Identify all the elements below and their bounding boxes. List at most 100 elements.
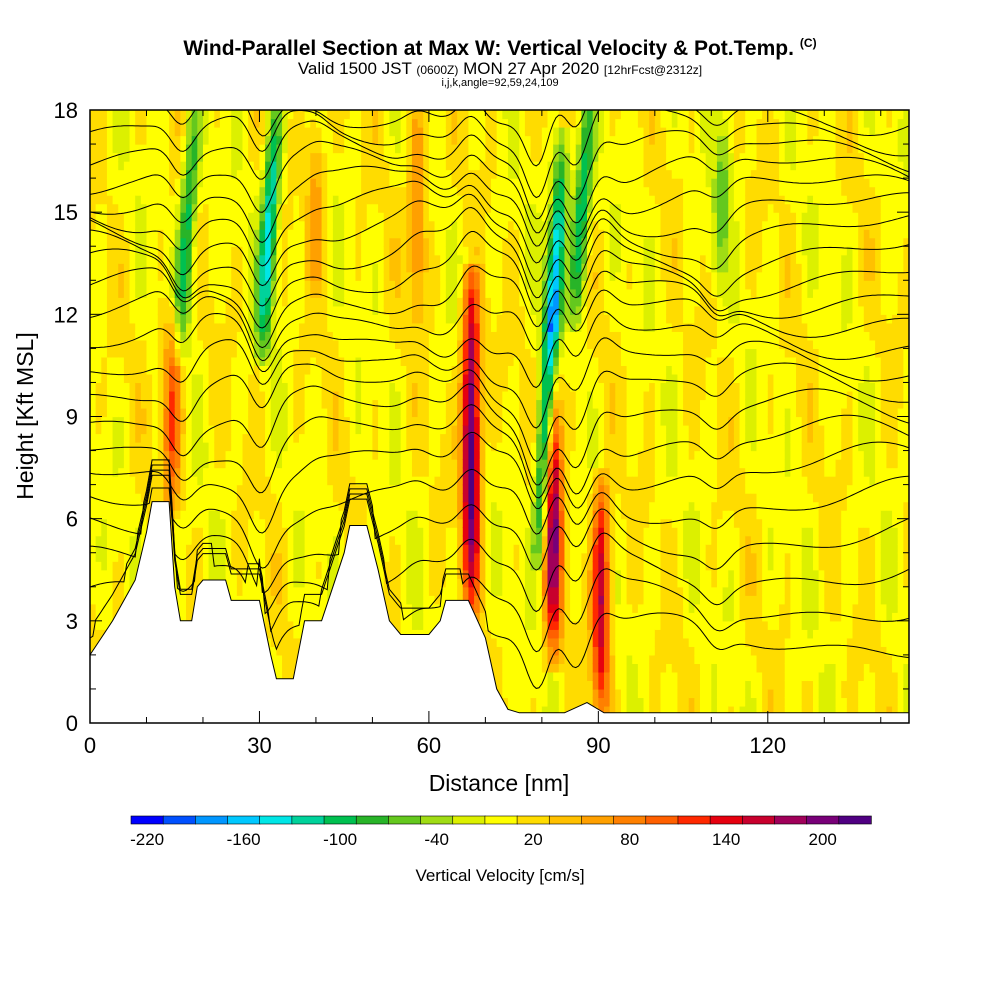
velocity-cell [389, 569, 396, 579]
velocity-cell [332, 373, 340, 384]
velocity-cell [259, 603, 266, 613]
velocity-cell [225, 425, 232, 435]
velocity-cell [236, 212, 244, 222]
velocity-cell [270, 416, 277, 426]
velocity-cell [298, 203, 306, 213]
velocity-cell [276, 178, 283, 188]
velocity-cell [270, 203, 277, 213]
velocity-cell [112, 152, 119, 162]
velocity-cell [202, 118, 210, 128]
velocity-cell [440, 390, 447, 401]
velocity-cell [197, 569, 204, 579]
velocity-cell [265, 442, 272, 452]
velocity-cell [152, 339, 159, 349]
velocity-cell [208, 467, 215, 477]
velocity-cell [338, 195, 345, 205]
velocity-cell [118, 450, 125, 460]
velocity-cell [197, 373, 204, 384]
velocity-cell [423, 373, 430, 384]
velocity-cell [315, 612, 323, 622]
velocity-cell [423, 442, 430, 452]
velocity-cell [411, 280, 419, 290]
velocity-cell [372, 433, 379, 443]
velocity-cell [101, 314, 108, 324]
velocity-cell [372, 288, 379, 298]
velocity-cell [270, 271, 277, 281]
velocity-cell [298, 229, 306, 239]
velocity-cell [163, 339, 170, 349]
velocity-cell [282, 595, 289, 605]
velocity-cell [434, 195, 441, 205]
velocity-cell [332, 569, 340, 579]
velocity-cell [90, 127, 97, 137]
velocity-cell [349, 212, 357, 222]
velocity-cell [411, 203, 419, 213]
velocity-cell [248, 484, 255, 494]
velocity-cell [287, 203, 294, 213]
velocity-cell [406, 169, 413, 179]
velocity-cell [338, 527, 345, 537]
velocity-cell [395, 552, 402, 562]
velocity-cell [140, 416, 148, 426]
velocity-cell [293, 552, 300, 562]
velocity-cell [236, 169, 244, 179]
velocity-cell [361, 459, 368, 469]
velocity-cell [468, 186, 475, 196]
velocity-cell [197, 305, 204, 315]
velocity-cell [298, 450, 306, 460]
velocity-cell [298, 382, 306, 392]
velocity-cell [152, 288, 159, 298]
velocity-cell [191, 331, 198, 341]
velocity-cell [180, 459, 187, 469]
velocity-cell [321, 518, 328, 528]
velocity-cell [236, 442, 244, 452]
velocity-cell [259, 161, 266, 171]
velocity-cell [236, 305, 244, 315]
velocity-cell [95, 186, 102, 196]
velocity-cell [445, 237, 453, 247]
velocity-cell [349, 118, 357, 128]
velocity-cell [395, 407, 402, 418]
velocity-cell [270, 382, 277, 392]
velocity-cell [191, 237, 198, 247]
velocity-cell [163, 118, 170, 128]
velocity-cell [106, 195, 114, 205]
velocity-cell [389, 527, 396, 537]
velocity-cell [468, 467, 475, 477]
velocity-cell [270, 127, 277, 137]
velocity-cell [451, 527, 458, 537]
velocity-cell [298, 161, 306, 171]
velocity-cell [406, 527, 413, 537]
velocity-cell [400, 237, 407, 247]
velocity-cell [406, 178, 413, 188]
chart-title-text: Wind-Parallel Section at Max W: Vertical… [183, 37, 794, 60]
velocity-cell [293, 620, 300, 630]
velocity-cell [338, 467, 345, 477]
velocity-cell [169, 178, 176, 188]
velocity-cell [378, 535, 385, 545]
velocity-cell [265, 237, 272, 247]
velocity-cell [169, 169, 176, 179]
velocity-cell [366, 288, 374, 298]
velocity-cell [219, 220, 227, 230]
velocity-cell [304, 339, 311, 349]
velocity-cell [129, 425, 136, 435]
velocity-cell [321, 305, 328, 315]
velocity-cell [310, 493, 317, 503]
velocity-cell [287, 569, 294, 579]
velocity-cell [248, 237, 255, 247]
velocity-cell [95, 365, 102, 375]
velocity-cell [372, 373, 379, 384]
velocity-cell [135, 254, 142, 264]
velocity-cell [287, 442, 294, 452]
velocity-cell [355, 237, 362, 247]
velocity-cell [129, 322, 136, 332]
velocity-cell [180, 569, 187, 579]
velocity-cell [129, 348, 136, 358]
velocity-cell [304, 195, 311, 205]
velocity-cell [208, 178, 215, 188]
velocity-cell [366, 425, 374, 435]
velocity-cell [180, 535, 187, 545]
velocity-cell [445, 348, 453, 358]
velocity-cell [423, 237, 430, 247]
